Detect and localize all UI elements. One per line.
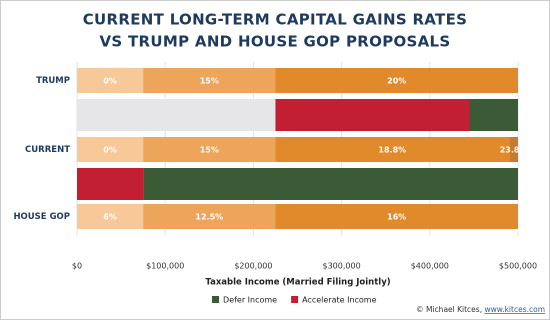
bar-segment [275, 68, 518, 93]
legend-swatch [212, 296, 219, 303]
bar-segment [143, 68, 276, 93]
segment-label: 0% [103, 77, 117, 86]
segment-label: 23.8% [500, 146, 528, 155]
segment-label: 12.5% [195, 213, 223, 222]
credit-link[interactable]: www.kitces.com [484, 305, 545, 314]
segment-label: 20% [387, 77, 406, 86]
bar-segment [143, 168, 518, 200]
segment-label: 0% [103, 146, 117, 155]
segment-label: 16% [387, 213, 406, 222]
bar-segment [275, 204, 518, 229]
credit-text: © Michael Kitces, [416, 305, 484, 314]
bar-segment [275, 99, 470, 131]
y-tick-label: TRUMP [36, 76, 70, 86]
x-tick-label: $400,000 [411, 262, 449, 271]
bar-segment [77, 168, 144, 200]
x-tick-label: $200,000 [234, 262, 272, 271]
bar-segment [469, 99, 518, 131]
bar-segment [275, 137, 510, 162]
credit: © Michael Kitces, www.kitces.com [416, 305, 545, 314]
legend-label: Accelerate Income [302, 296, 377, 305]
segment-label: 15% [200, 77, 219, 86]
segment-label: 18.8% [378, 146, 406, 155]
legend-swatch [291, 296, 299, 303]
segment-label: 15% [200, 146, 219, 155]
chart-title: CURRENT LONG-TERM CAPITAL GAINS RATES [83, 11, 468, 29]
bar-segment [77, 137, 144, 162]
x-axis-title: Taxable Income (Married Filing Jointly) [205, 278, 390, 288]
chart-title: VS TRUMP AND HOUSE GOP PROPOSALS [99, 33, 450, 51]
x-tick-label: $300,000 [323, 262, 361, 271]
legend-label: Defer Income [223, 296, 277, 305]
bar-segment [77, 99, 276, 131]
x-tick-label: $0 [72, 262, 82, 271]
segment-label: 6% [103, 213, 117, 222]
bars: 0% 15% 20% 0% 15% 18.8% 23.8% 6% 12.5% 16% [77, 68, 527, 229]
x-tick-label: $500,000 [499, 262, 537, 271]
bar-segment [77, 204, 144, 229]
y-tick-label: HOUSE GOP [13, 212, 70, 222]
bar-segment [77, 68, 144, 93]
bar-segment [143, 204, 276, 229]
bar-segment [143, 137, 276, 162]
bar-segment [509, 137, 518, 162]
x-tick-label: $100,000 [146, 262, 184, 271]
y-tick-label: CURRENT [25, 145, 70, 155]
